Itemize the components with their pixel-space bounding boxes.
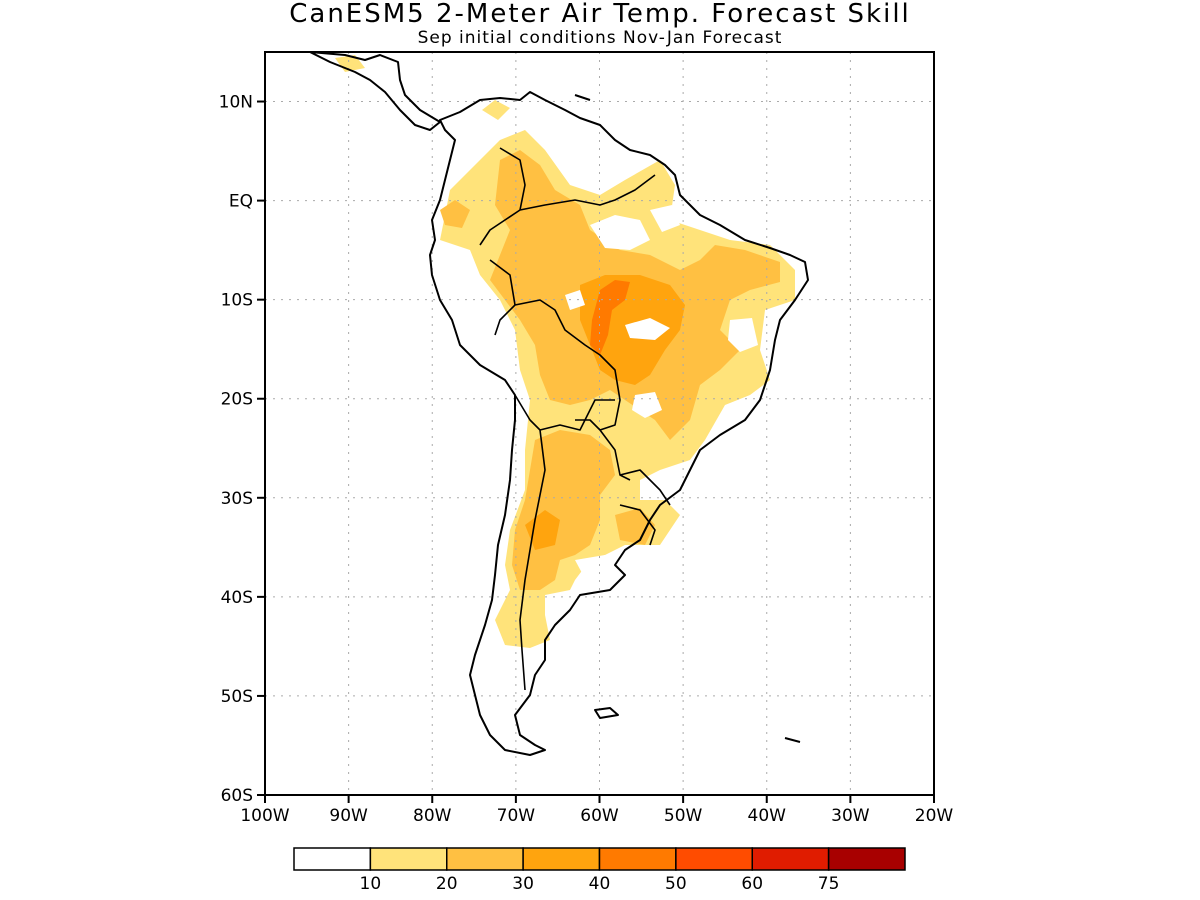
cuba-coast — [574, 94, 591, 101]
skill-area-northern-argentina — [525, 510, 560, 550]
colorbar-label: 20 — [436, 874, 458, 894]
y-axis: 10N EQ 10S 20S 30S 40S 50S 60S — [219, 93, 265, 806]
x-tick-label: 30W — [831, 806, 870, 826]
colorbar-swatch — [598, 847, 677, 871]
x-tick-label: 80W — [413, 806, 452, 826]
x-tick-label: 50W — [664, 806, 703, 826]
skill-area-guiana — [620, 168, 672, 200]
low-skill-area — [728, 318, 758, 352]
skill-area-mato-grosso — [590, 280, 630, 355]
south-america-coast — [429, 91, 809, 756]
skill-area-argentina — [512, 430, 615, 590]
low-skill-area — [565, 290, 585, 310]
colorbar-label: 50 — [665, 874, 687, 894]
chart-title: CanESM5 2-Meter Air Temp. Forecast Skill — [289, 0, 911, 29]
colorbar-label: 75 — [818, 874, 840, 894]
falklands-coast — [594, 707, 619, 719]
low-skill-area — [575, 555, 625, 588]
colorbar-swatch — [827, 847, 906, 871]
x-tick-label: 60W — [580, 806, 619, 826]
skill-shading — [335, 55, 795, 648]
low-skill-area — [632, 392, 662, 418]
low-skill-area — [590, 215, 650, 250]
x-tick-label: 100W — [240, 806, 289, 826]
y-tick-label: 40S — [221, 588, 253, 608]
colorbar: 10 20 30 40 50 60 75 — [293, 847, 906, 894]
colorbar-label: 40 — [589, 874, 611, 894]
y-tick-label: 10N — [219, 93, 253, 113]
colorbar-swatch — [751, 847, 830, 871]
y-tick-label: 60S — [221, 786, 253, 806]
skill-band-below-10 — [565, 205, 758, 588]
colorbar-swatch — [446, 847, 524, 871]
y-tick-label: EQ — [229, 192, 253, 212]
low-skill-area — [650, 205, 680, 232]
coastlines — [309, 52, 809, 756]
x-axis: 100W 90W 80W 70W 60W 50W 40W 30W 20W — [240, 795, 953, 826]
y-tick-label: 50S — [221, 687, 253, 707]
colorbar-label: 30 — [512, 874, 534, 894]
x-tick-label: 20W — [915, 806, 954, 826]
colorbar-swatch — [675, 847, 753, 871]
south-georgia-coast — [784, 737, 801, 743]
skill-band-40-50 — [590, 280, 630, 355]
colorbar-label: 60 — [741, 874, 763, 894]
y-tick-label: 20S — [221, 390, 253, 410]
country-borders — [479, 147, 671, 691]
x-tick-label: 70W — [497, 806, 536, 826]
x-tick-label: 90W — [329, 806, 368, 826]
skill-area-caribbean — [482, 100, 510, 120]
y-tick-label: 10S — [221, 291, 253, 311]
colorbar-label: 10 — [360, 874, 382, 894]
central-america-coast — [309, 52, 441, 131]
low-skill-area — [625, 318, 670, 340]
x-tick-label: 40W — [748, 806, 787, 826]
y-tick-label: 30S — [221, 489, 253, 509]
colorbar-swatch — [369, 847, 448, 871]
skill-area-ecuador — [440, 200, 470, 228]
colorbar-swatch — [522, 847, 601, 871]
colorbar-swatch — [293, 847, 372, 871]
chart-subtitle: Sep initial conditions Nov-Jan Forecast — [417, 28, 783, 48]
